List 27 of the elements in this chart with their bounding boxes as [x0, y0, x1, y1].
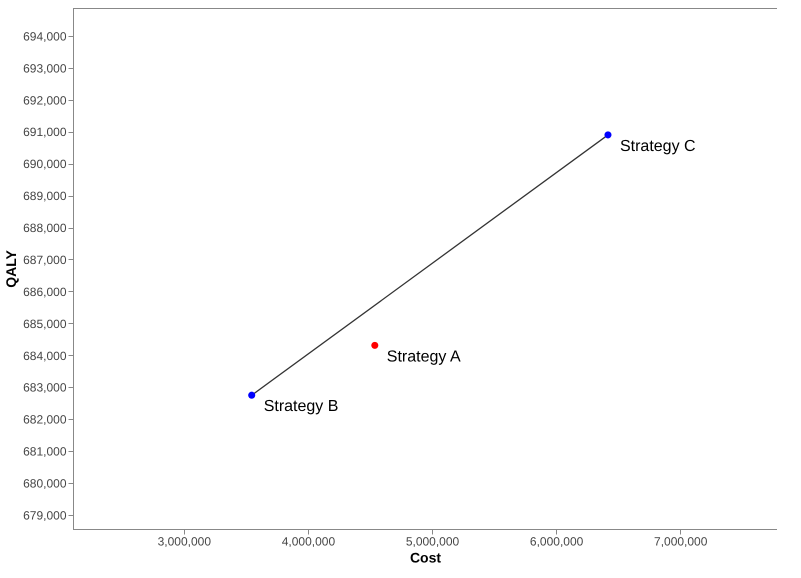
y-tick-label: 689,000: [23, 189, 67, 204]
x-tick-label: 6,000,000: [530, 534, 584, 548]
x-tick-label: 3,000,000: [158, 534, 212, 548]
y-tick-label: 687,000: [23, 252, 67, 267]
y-tick-label: 690,000: [23, 157, 67, 172]
x-tick-label: 4,000,000: [282, 534, 336, 548]
x-tick-label: 7,000,000: [654, 534, 708, 548]
y-tick-label: 682,000: [23, 412, 67, 427]
y-tick-label: 694,000: [23, 29, 67, 44]
y-tick-label: 691,000: [23, 125, 67, 140]
series-label: Strategy B: [264, 398, 338, 416]
series-label: Strategy C: [620, 138, 696, 155]
y-tick-label: 683,000: [23, 380, 67, 395]
y-tick-label: 693,000: [23, 61, 67, 76]
y-tick-label: 680,000: [23, 476, 67, 491]
y-tick-label: 679,000: [23, 508, 67, 522]
x-axis-title: Cost: [410, 550, 442, 566]
y-tick-label: 692,000: [23, 93, 67, 108]
x-tick-label: 5,000,000: [406, 534, 460, 548]
y-tick-label: 681,000: [23, 444, 67, 459]
y-tick-label: 685,000: [23, 316, 67, 331]
series-label: Strategy A: [386, 348, 461, 366]
y-tick-label: 686,000: [23, 284, 67, 299]
point: [371, 342, 378, 349]
y-tick-label: 688,000: [23, 221, 67, 236]
y-axis-title: QALY: [3, 250, 20, 288]
y-tick-label: 684,000: [23, 348, 67, 363]
